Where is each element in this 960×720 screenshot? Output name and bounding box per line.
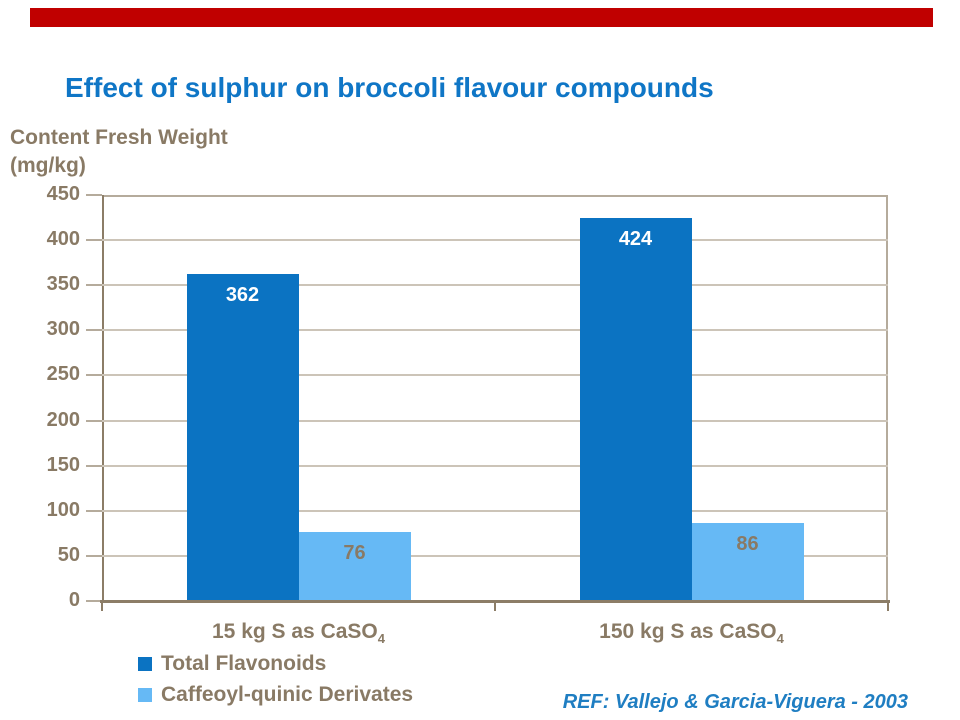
y-tick-mark <box>86 329 102 332</box>
y-tick-label: 300 <box>46 318 80 341</box>
legend-color-swatch <box>138 656 152 671</box>
y-tick-mark <box>86 284 102 287</box>
legend-item-label: Caffeoyl-quinic Derivates <box>161 682 414 706</box>
y-tick-mark <box>86 509 102 512</box>
gridline <box>102 554 888 557</box>
x-category-label: 150 kg S as CaSO4 <box>599 620 784 647</box>
legend-item: Caffeoyl-quinic Derivates <box>138 679 413 710</box>
bar-value-label: 362 <box>225 284 260 307</box>
bar-value-label: 424 <box>618 228 653 251</box>
y-tick-label: 50 <box>57 543 80 566</box>
x-axis-line <box>100 600 890 603</box>
plot-border-left <box>102 195 104 601</box>
y-axis-title-line1: Content Fresh Weight <box>10 126 228 149</box>
gridline <box>102 374 888 377</box>
y-tick-mark <box>86 600 102 602</box>
legend: Total Flavonoids Caffeoyl-quinic Derivate… <box>138 648 413 710</box>
reference-citation: REF: Vallejo & Garcia-Viguera - 2003 <box>562 691 908 713</box>
y-tick-mark <box>86 239 102 242</box>
bar-caffeoyl-quinic-derivates: 86 <box>691 523 804 601</box>
y-tick-label: 450 <box>46 183 80 205</box>
y-tick-label: 200 <box>46 408 80 431</box>
subscript-4: 4 <box>776 631 784 647</box>
legend-color-swatch <box>138 687 152 702</box>
bar-value-label: 86 <box>736 533 759 556</box>
legend-item: Total Flavonoids <box>138 648 413 679</box>
y-tick-mark <box>86 419 102 422</box>
plot-border-top <box>102 195 888 197</box>
gridline <box>102 419 888 422</box>
x-tick-mark <box>887 603 889 611</box>
bar-total-flavonoids: 362 <box>186 274 299 601</box>
gridline <box>102 464 888 467</box>
bar-total-flavonoids: 424 <box>579 218 692 601</box>
gridline <box>102 509 888 512</box>
bar-caffeoyl-quinic-derivates: 76 <box>298 532 411 601</box>
y-tick-mark <box>86 374 102 377</box>
gridline <box>102 284 888 287</box>
y-tick-mark <box>86 554 102 557</box>
plot-border-right <box>886 195 888 601</box>
x-category-label: 15 kg S as CaSO4 <box>212 620 385 647</box>
y-tick-label: 0 <box>68 589 80 611</box>
y-tick-label: 400 <box>46 228 80 251</box>
top-accent-bar <box>30 8 933 27</box>
y-axis-title: Content Fresh Weight (mg/kg) <box>10 124 228 180</box>
y-tick-label: 350 <box>46 273 80 296</box>
slide-title: Effect of sulphur on broccoli flavour co… <box>65 72 714 103</box>
x-tick-mark <box>494 603 496 611</box>
gridline <box>102 239 888 242</box>
subscript-4: 4 <box>377 631 385 647</box>
legend-item-label: Total Flavonoids <box>161 651 327 675</box>
x-tick-mark <box>101 603 103 611</box>
y-tick-mark <box>86 464 102 467</box>
plot-area: 362 76 424 86 <box>102 195 888 601</box>
y-tick-label: 150 <box>46 453 80 476</box>
gridline <box>102 329 888 332</box>
y-tick-label: 250 <box>46 363 80 386</box>
y-axis-title-line2: (mg/kg) <box>10 154 86 177</box>
y-tick-mark <box>86 194 102 196</box>
bar-value-label: 76 <box>343 542 366 565</box>
y-tick-label: 100 <box>46 498 80 521</box>
